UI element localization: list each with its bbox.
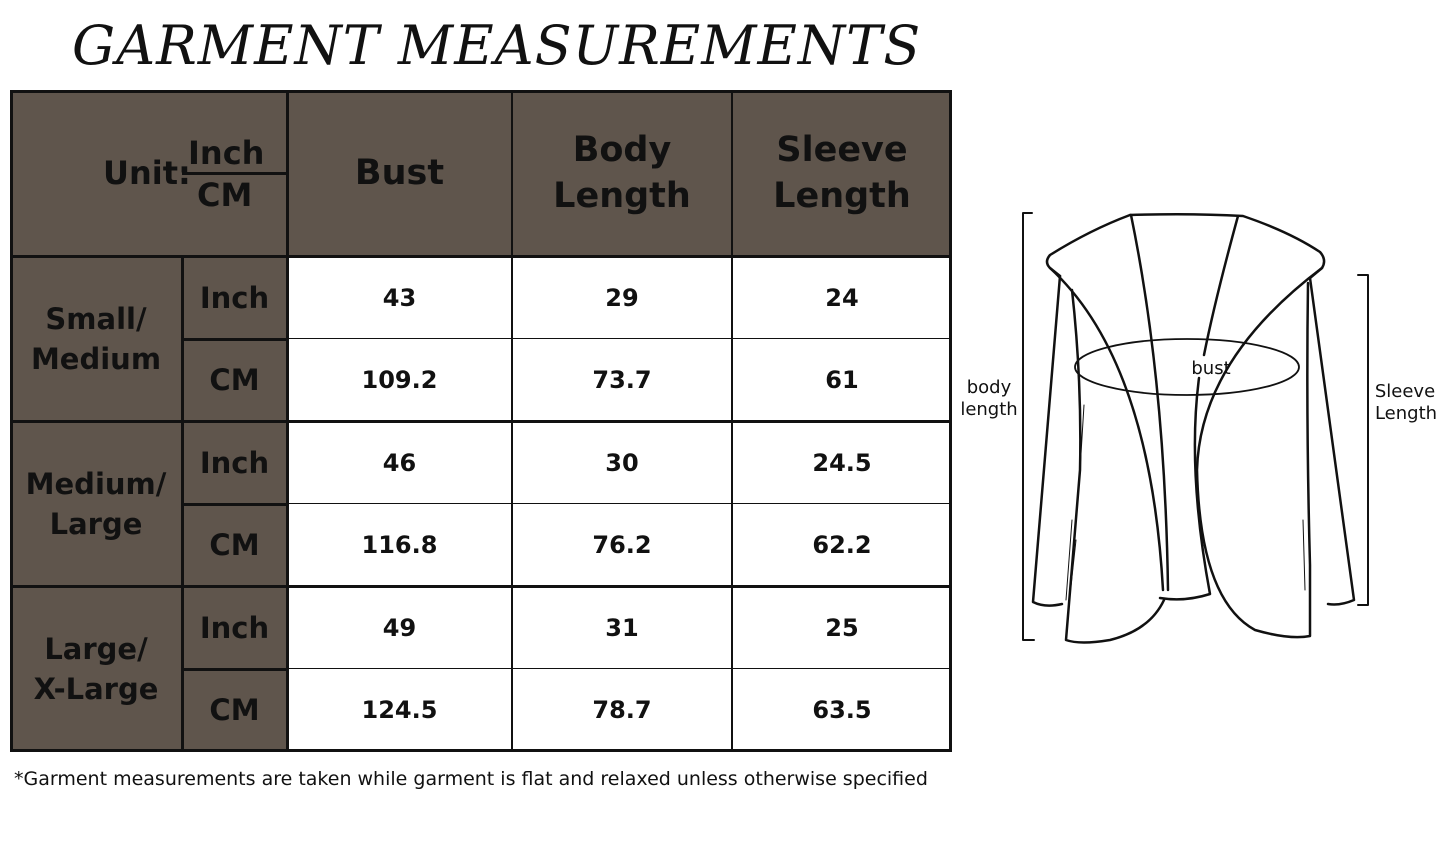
body-length-label-line1: body [967,377,1012,398]
sleeve-length-bracket [1357,274,1369,606]
measurement-cell: 62.2 [732,504,952,586]
footnote: *Garment measurements are taken while ga… [14,768,928,790]
unit-label: CM [182,339,287,421]
body-length-label-line2: length [960,399,1017,420]
unit-bottom-label: CM [197,176,253,214]
table-divider [182,503,952,504]
measurement-cell: 78.7 [512,669,732,751]
column-header-body-length: Body Length [512,90,732,256]
column-header-bust: Bust [287,90,512,256]
measurement-cell: 61 [732,339,952,421]
measurement-cell: 116.8 [287,504,512,586]
table-divider [182,503,287,506]
column-header-sleeve-length-text: Sleeve Length [773,130,911,216]
jacket-outline [1031,212,1356,644]
unit-top-label: Inch [188,134,265,172]
pocket-detail [1065,404,1306,601]
measurement-cell: 31 [512,586,732,669]
measurement-cell: 49 [287,586,512,669]
table-divider [182,338,952,339]
sleeve-length-label-line1: Sleeve [1375,381,1435,402]
measurement-cell: 73.7 [512,339,732,421]
size-label: Large/ X-Large [10,586,182,751]
size-label: Small/ Medium [10,256,182,421]
measurement-cell: 46 [287,421,512,504]
table-divider [10,420,952,423]
table-divider [10,585,952,588]
measurement-cell: 76.2 [512,504,732,586]
page-title: GARMENT MEASUREMENTS [72,14,922,77]
measurement-cell: 43 [287,256,512,339]
measurement-cell: 24.5 [732,421,952,504]
column-header-sleeve-length: Sleeve Length [732,90,952,256]
table-divider [182,668,287,671]
unit-label: CM [182,504,287,586]
table-divider [182,668,952,669]
measurement-cell: 29 [512,256,732,339]
unit-label: CM [182,669,287,751]
unit-fraction-line [182,172,287,175]
table-border [10,749,952,752]
measurement-cell: 63.5 [732,669,952,751]
size-chart-table: Unit: Inch CM Bust Body Length Sleeve Le… [10,90,952,752]
unit-label: Inch [182,421,287,504]
measurement-cell: 30 [512,421,732,504]
sleeve-length-label-line2: Length [1375,403,1437,424]
column-header-body-length-text: Body Length [553,130,691,216]
table-divider [10,255,952,258]
unit-label: Unit: [103,154,191,192]
measurement-cell: 109.2 [287,339,512,421]
unit-label: Inch [182,256,287,339]
bust-label: bust [1191,358,1230,379]
table-divider [182,338,287,341]
bust-measure-ellipse [1074,338,1300,396]
measurement-cell: 24 [732,256,952,339]
unit-label: Inch [182,586,287,669]
table-border [10,90,952,93]
measurement-cell: 124.5 [287,669,512,751]
size-label: Medium/ Large [10,421,182,586]
body-length-bracket [1022,212,1035,641]
measurement-cell: 25 [732,586,952,669]
